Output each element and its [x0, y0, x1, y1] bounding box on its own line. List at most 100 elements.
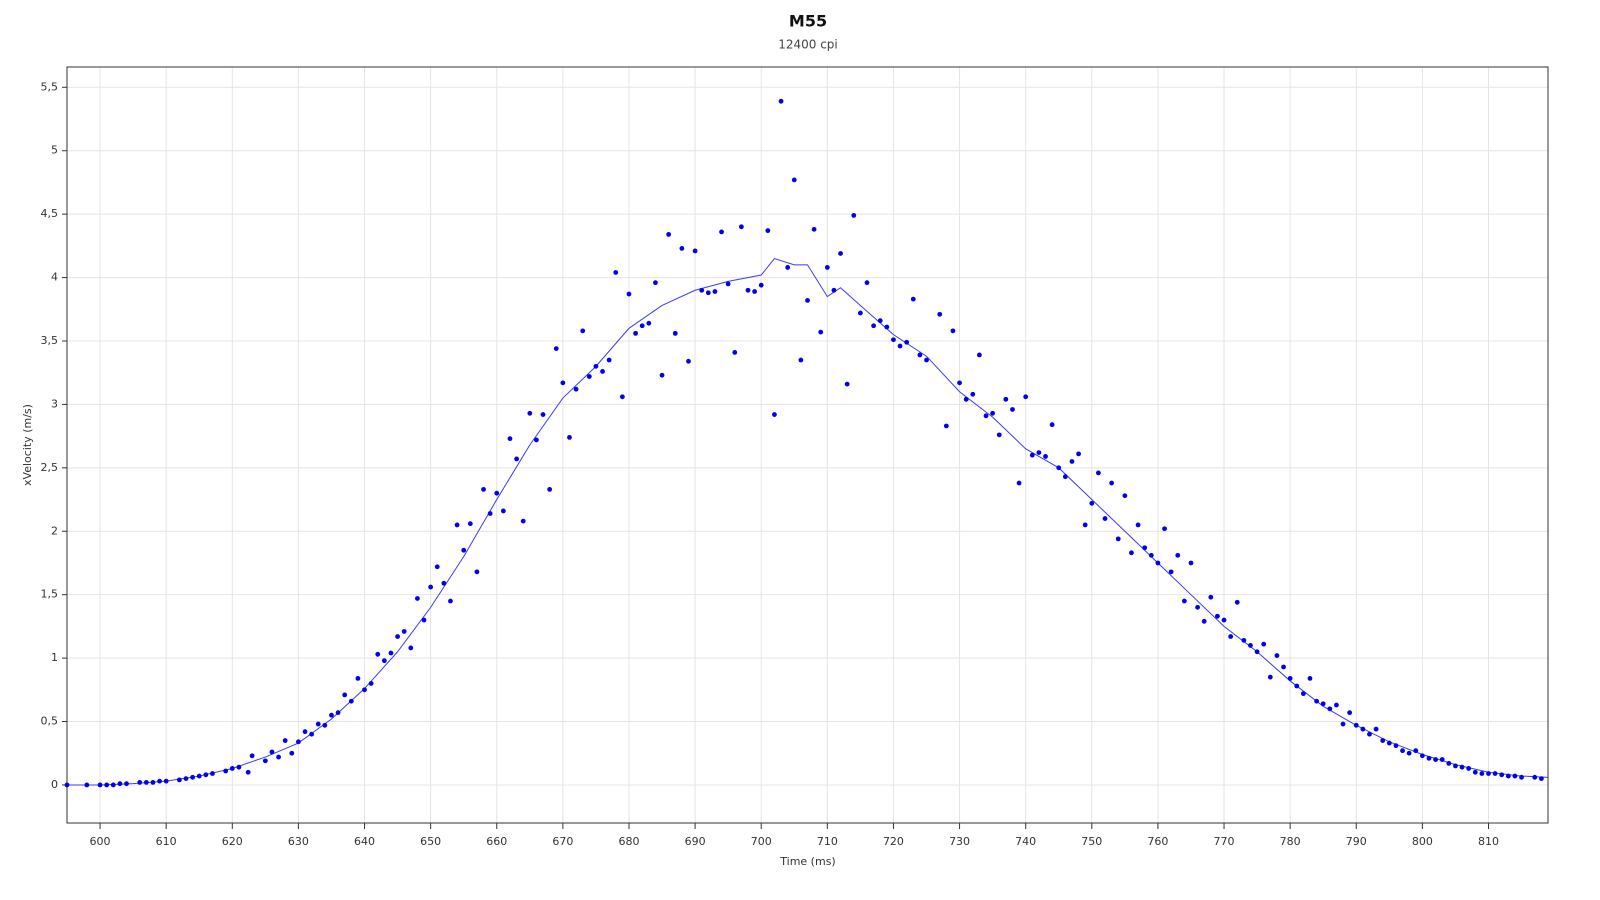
point: [474, 569, 480, 575]
y-tick-label: 5: [51, 144, 58, 157]
point: [1393, 743, 1399, 749]
point: [1215, 613, 1220, 619]
point: [395, 634, 400, 639]
point: [818, 329, 824, 335]
x-tick-label: 650: [420, 835, 441, 848]
point: [1472, 769, 1478, 775]
point: [315, 721, 321, 727]
point: [1519, 774, 1524, 780]
point: [990, 410, 996, 416]
point: [1492, 771, 1498, 776]
point: [811, 226, 817, 232]
point: [752, 289, 758, 294]
point: [798, 357, 804, 363]
point: [963, 396, 969, 402]
point: [838, 251, 843, 256]
point: [1314, 698, 1319, 704]
point: [64, 782, 70, 788]
point: [368, 681, 374, 686]
point: [1168, 569, 1174, 575]
point: [348, 698, 354, 704]
point: [884, 324, 890, 330]
point: [302, 729, 308, 735]
point: [229, 766, 235, 771]
point: [745, 287, 751, 293]
y-tick-label: 1: [51, 651, 58, 664]
point: [1142, 545, 1148, 551]
point: [1453, 763, 1458, 769]
point: [203, 772, 209, 778]
plot-frame: [66, 66, 1549, 824]
point: [1439, 757, 1445, 762]
x-tick-label: 790: [1346, 835, 1367, 848]
point: [937, 311, 943, 317]
point: [289, 750, 295, 756]
point: [1274, 653, 1280, 658]
point: [699, 287, 705, 293]
point: [639, 323, 645, 329]
point: [97, 782, 103, 788]
point: [461, 547, 467, 553]
point: [560, 380, 566, 386]
point: [1466, 766, 1472, 771]
point: [210, 771, 215, 776]
point: [692, 248, 698, 254]
point: [1360, 726, 1366, 732]
point: [573, 386, 579, 392]
point: [1115, 536, 1121, 542]
point: [824, 265, 830, 270]
point: [1102, 516, 1108, 521]
point: [772, 412, 777, 417]
chart-title: M55: [789, 12, 827, 31]
x-tick-label: 670: [552, 835, 573, 848]
point: [1096, 470, 1101, 476]
x-tick-label: 680: [618, 835, 639, 848]
point: [891, 337, 896, 343]
point: [421, 617, 427, 623]
point: [1486, 771, 1491, 776]
point: [1162, 526, 1167, 532]
point: [666, 232, 672, 237]
point: [1109, 480, 1115, 486]
point: [1505, 773, 1511, 779]
point: [1069, 459, 1075, 464]
point: [851, 213, 857, 218]
point: [917, 352, 923, 358]
point: [381, 658, 387, 664]
point: [970, 391, 976, 397]
point: [150, 780, 156, 785]
point: [1300, 691, 1306, 697]
point: [1380, 738, 1386, 743]
point: [924, 357, 929, 363]
x-tick-label: 770: [1214, 835, 1235, 848]
point: [481, 486, 486, 492]
point: [553, 346, 559, 351]
point: [1499, 772, 1505, 778]
point: [236, 764, 242, 770]
x-tick-label: 800: [1412, 835, 1433, 848]
x-tick-label: 630: [288, 835, 309, 848]
y-tick-label: 0,5: [41, 715, 59, 728]
point: [1181, 598, 1187, 604]
x-tick-label: 660: [486, 835, 507, 848]
point: [1049, 422, 1055, 428]
point: [196, 773, 202, 779]
point: [897, 343, 903, 349]
point: [686, 358, 691, 364]
point: [1003, 396, 1009, 402]
point: [725, 281, 731, 287]
point: [322, 722, 328, 728]
x-tick-label: 620: [222, 835, 243, 848]
point: [580, 328, 586, 334]
point: [454, 522, 460, 528]
point: [1254, 649, 1260, 655]
point: [1340, 721, 1346, 727]
point: [672, 330, 678, 336]
point: [613, 270, 619, 275]
point: [104, 782, 110, 788]
point: [1208, 594, 1214, 600]
point: [1446, 760, 1452, 766]
x-tick-label: 720: [883, 835, 904, 848]
point: [296, 739, 301, 745]
